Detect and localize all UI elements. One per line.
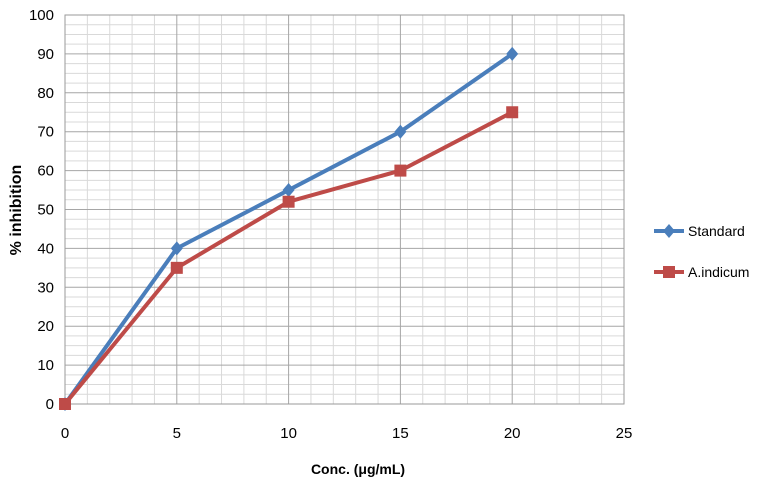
x-tick-label: 15 <box>392 425 409 442</box>
x-axis-ticks: 0 5 10 15 20 25 <box>61 425 633 442</box>
y-tick-label: 90 <box>37 46 54 63</box>
series-layer <box>59 46 519 411</box>
x-tick-label: 10 <box>280 425 297 442</box>
legend-item-2: A.indicum <box>654 264 749 280</box>
y-tick-label: 40 <box>37 240 54 257</box>
y-tick-label: 70 <box>37 124 54 141</box>
y-tick-label: 10 <box>37 357 54 374</box>
data-point-square <box>394 164 407 177</box>
data-point-square <box>663 266 675 278</box>
y-axis-title: % inhibition <box>8 165 25 256</box>
series-2 <box>59 106 519 410</box>
x-axis-title: Conc. (μg/mL) <box>311 461 405 477</box>
data-point-diamond <box>394 124 407 139</box>
x-tick-label: 5 <box>173 425 181 442</box>
data-point-diamond <box>663 224 675 238</box>
data-point-diamond <box>282 183 295 198</box>
legend-label: A.indicum <box>688 264 749 280</box>
y-tick-label: 20 <box>37 318 54 335</box>
data-point-square <box>170 261 183 274</box>
data-point-diamond <box>506 46 519 61</box>
data-point-square <box>59 398 71 410</box>
data-point-diamond <box>170 241 183 256</box>
data-point-square <box>506 106 519 119</box>
y-tick-label: 80 <box>37 85 54 102</box>
plot-area <box>64 14 625 405</box>
legend: Standard A.indicum <box>654 223 749 280</box>
data-point-square <box>282 195 295 208</box>
y-tick-label: 30 <box>37 279 54 296</box>
x-tick-label: 0 <box>61 425 69 442</box>
x-tick-label: 25 <box>616 425 633 442</box>
y-axis-ticks: 0 10 20 30 40 50 60 70 80 90 100 <box>29 7 54 413</box>
y-tick-label: 50 <box>37 202 54 219</box>
x-tick-label: 20 <box>504 425 521 442</box>
y-tick-label: 100 <box>29 7 54 24</box>
legend-label: Standard <box>688 223 745 239</box>
y-tick-label: 60 <box>37 163 54 180</box>
legend-item-1: Standard <box>654 223 745 239</box>
y-tick-label: 0 <box>46 396 54 413</box>
